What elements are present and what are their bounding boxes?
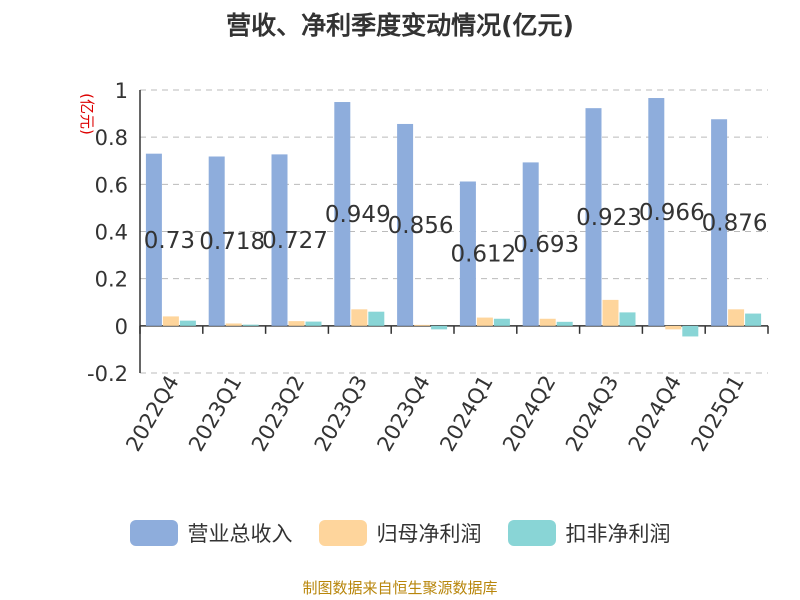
- bar-net-profit: [351, 309, 368, 326]
- legend-label-revenue: 营业总收入: [187, 522, 293, 546]
- data-label: 0.718: [199, 229, 265, 255]
- y-tick-label: 0.6: [95, 173, 128, 197]
- bar-net-profit: [225, 323, 242, 326]
- data-label: 0.612: [450, 242, 516, 268]
- legend-label-deducted-profit: 扣非净利润: [565, 522, 671, 546]
- bar-net-profit: [476, 317, 493, 326]
- bar-net-profit: [728, 309, 745, 326]
- bar-net-profit: [539, 318, 556, 326]
- y-tick-label: 0: [115, 315, 128, 339]
- bar-net-profit: [288, 321, 305, 326]
- x-tick-label: 2023Q4: [372, 371, 434, 455]
- x-tick-label: 2025Q1: [686, 371, 748, 455]
- x-tick-label: 2024Q3: [561, 371, 623, 455]
- data-label: 0.876: [702, 211, 768, 237]
- bar-revenue: [334, 102, 351, 326]
- bar-revenue: [711, 119, 728, 326]
- legend-swatch-net-profit: [318, 520, 367, 546]
- bar-deducted-profit: [431, 325, 448, 330]
- bar-revenue: [145, 153, 162, 326]
- legend-swatch-revenue: [129, 520, 178, 546]
- y-tick-label: -0.2: [87, 362, 128, 386]
- bar-net-profit: [162, 316, 179, 326]
- data-label: 0.693: [513, 232, 579, 258]
- x-tick-label: 2023Q3: [310, 371, 372, 455]
- bar-revenue: [585, 108, 602, 326]
- bar-deducted-profit: [179, 320, 196, 326]
- y-tick-label: 1: [115, 79, 128, 103]
- x-tick-label: 2024Q2: [498, 371, 560, 455]
- bar-deducted-profit: [368, 311, 385, 326]
- data-label: 0.923: [576, 205, 642, 231]
- bar-deducted-profit: [682, 325, 699, 337]
- bar-revenue: [208, 156, 225, 326]
- x-tick-label: 2022Q4: [121, 371, 183, 455]
- legend: 营业总收入 归母净利润 扣非净利润: [0, 518, 800, 548]
- legend-swatch-deducted-profit: [507, 520, 556, 546]
- bar-revenue: [648, 98, 665, 326]
- bar-deducted-profit: [242, 324, 259, 326]
- chart-title: 营收、净利季度变动情况(亿元): [226, 11, 574, 40]
- bar-deducted-profit: [745, 313, 762, 326]
- bar-net-profit: [602, 299, 619, 326]
- legend-item-deducted-profit[interactable]: 扣非净利润: [507, 518, 671, 548]
- x-tick-label: 2024Q4: [624, 371, 686, 455]
- y-tick-label: 0.4: [95, 221, 128, 245]
- bar-deducted-profit: [619, 312, 636, 326]
- data-label: 0.966: [639, 200, 705, 226]
- bar-deducted-profit: [556, 321, 573, 326]
- bar-net-profit: [414, 324, 431, 326]
- x-tick-label: 2024Q1: [435, 371, 497, 455]
- bar-revenue: [459, 181, 476, 326]
- legend-label-net-profit: 归母净利润: [376, 522, 482, 546]
- x-tick-label: 2023Q2: [247, 371, 309, 455]
- bar-deducted-profit: [305, 321, 322, 326]
- x-tick-label: 2023Q1: [184, 371, 246, 455]
- y-axis-label: (亿元): [78, 93, 96, 135]
- legend-item-revenue[interactable]: 营业总收入: [129, 518, 293, 548]
- bar-revenue: [522, 162, 539, 326]
- y-tick-label: 0.2: [95, 268, 128, 292]
- data-label: 0.727: [262, 228, 328, 254]
- data-source-note: 制图数据来自恒生聚源数据库: [302, 579, 498, 597]
- data-label: 0.73: [144, 228, 195, 254]
- y-tick-label: 0.8: [95, 126, 128, 150]
- legend-item-net-profit[interactable]: 归母净利润: [318, 518, 482, 548]
- data-label: 0.949: [325, 202, 391, 228]
- bar-deducted-profit: [493, 318, 510, 326]
- bar-net-profit: [665, 325, 682, 330]
- data-label: 0.856: [388, 213, 454, 239]
- bar-revenue: [397, 123, 414, 326]
- bar-revenue: [271, 154, 288, 326]
